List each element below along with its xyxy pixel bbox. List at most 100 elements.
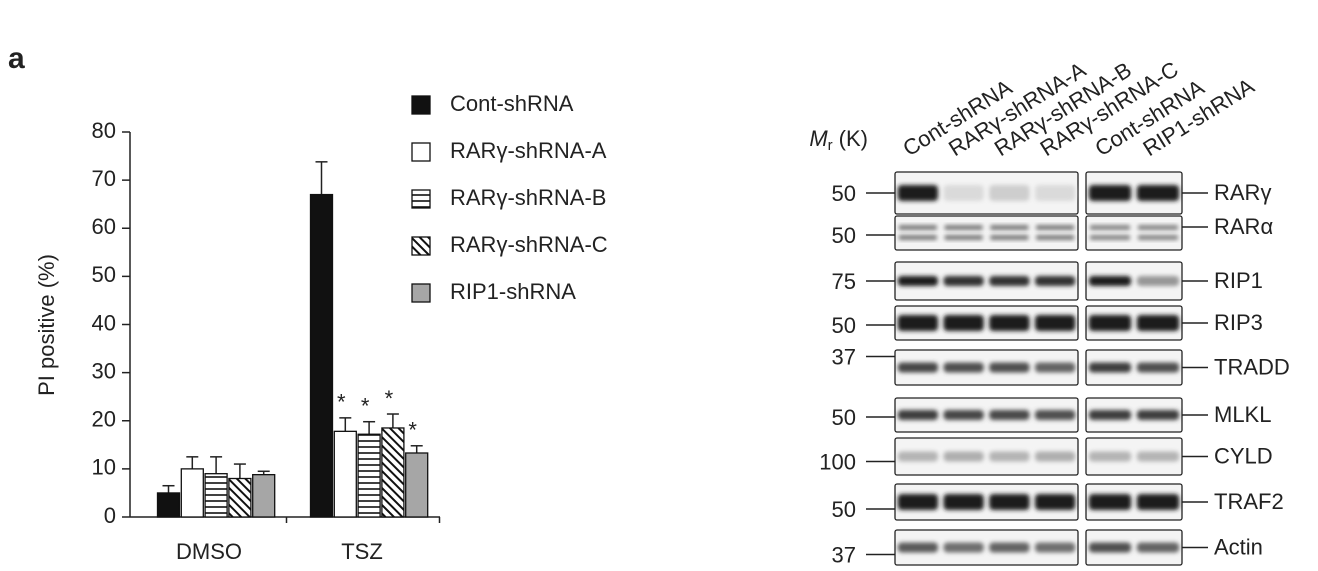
band — [943, 315, 984, 331]
protein-label: RIP1 — [1214, 268, 1263, 293]
band — [989, 451, 1030, 462]
band — [989, 362, 1030, 373]
mr-value: 37 — [832, 542, 856, 567]
band — [943, 410, 984, 420]
band — [897, 542, 939, 553]
band — [1088, 185, 1132, 201]
protein-label: RARα — [1214, 214, 1273, 239]
band — [1089, 235, 1131, 240]
mr-value: 100 — [819, 449, 856, 474]
bar — [333, 430, 357, 518]
band — [1137, 225, 1179, 230]
mr-value: 50 — [832, 181, 856, 206]
blot-box — [894, 529, 1079, 566]
protein-label: RIP3 — [1214, 310, 1263, 335]
blot-box — [894, 349, 1079, 386]
annotation: * — [385, 386, 394, 411]
band — [944, 235, 983, 240]
band — [989, 276, 1030, 286]
band — [943, 494, 984, 510]
y-tick-label: 50 — [92, 262, 116, 287]
y-tick-label: 30 — [92, 358, 116, 383]
band — [989, 315, 1030, 331]
legend-label: RARγ-shRNA-A — [450, 138, 607, 163]
mr-value: 50 — [832, 405, 856, 430]
band — [989, 542, 1030, 553]
legend-swatch — [411, 283, 431, 303]
band — [1136, 185, 1180, 201]
band — [1034, 276, 1076, 286]
annotation: * — [408, 418, 417, 443]
legend-label: RARγ-shRNA-C — [450, 232, 608, 257]
blot-box — [894, 437, 1079, 476]
y-tick-label: 80 — [92, 118, 116, 143]
bar — [309, 193, 334, 518]
band — [1034, 362, 1076, 373]
band — [1088, 276, 1132, 286]
annotation: * — [337, 390, 346, 415]
bar — [357, 433, 381, 518]
band — [1088, 315, 1132, 331]
y-tick-label: 20 — [92, 407, 116, 432]
band — [1034, 185, 1076, 201]
mr-value: 50 — [832, 313, 856, 338]
mr-value: 75 — [832, 269, 856, 294]
protein-label: MLKL — [1214, 402, 1271, 427]
blot-box — [894, 215, 1079, 251]
band — [1088, 451, 1132, 462]
legend-swatch — [411, 142, 431, 162]
band — [1034, 410, 1076, 420]
blot-box — [894, 483, 1079, 521]
mr-unit: (K) — [839, 126, 868, 151]
bar — [156, 492, 181, 518]
band — [989, 185, 1030, 201]
band — [1136, 362, 1180, 373]
annotation: * — [361, 394, 370, 419]
band — [1088, 410, 1132, 420]
y-tick-label: 40 — [92, 310, 116, 335]
band — [898, 235, 938, 240]
band — [1137, 235, 1179, 240]
legend-swatch — [411, 236, 431, 256]
band — [1136, 542, 1180, 553]
band — [943, 451, 984, 462]
band — [1034, 315, 1076, 331]
band — [1089, 225, 1131, 230]
x-tick-label: DMSO — [176, 539, 242, 564]
band — [1136, 451, 1180, 462]
blot-box — [894, 305, 1079, 341]
band — [944, 225, 983, 230]
x-tick-label: TSZ — [341, 539, 383, 564]
protein-label: RARγ — [1214, 180, 1271, 205]
protein-label: TRAF2 — [1214, 489, 1284, 514]
band — [943, 362, 984, 373]
mr-symbol: M — [809, 126, 828, 151]
band — [1088, 494, 1132, 510]
band — [1088, 542, 1132, 553]
legend-swatch — [411, 95, 431, 115]
legend-label: RIP1-shRNA — [450, 279, 576, 304]
y-tick-label: 0 — [104, 503, 116, 528]
bar — [180, 468, 204, 518]
band — [1035, 235, 1075, 240]
band — [1035, 225, 1075, 230]
y-tick-label: 70 — [92, 166, 116, 191]
band — [989, 410, 1030, 420]
band — [897, 362, 939, 373]
band — [1136, 410, 1180, 420]
band — [897, 315, 939, 331]
protein-label: TRADD — [1214, 354, 1290, 379]
legend-label: RARγ-shRNA-B — [450, 185, 606, 210]
band — [989, 494, 1030, 510]
bar — [381, 427, 405, 518]
band — [943, 542, 984, 553]
band — [1136, 276, 1180, 286]
protein-label: CYLD — [1214, 443, 1273, 468]
band — [1136, 315, 1180, 331]
band — [897, 494, 939, 510]
panel-label: a — [8, 42, 25, 75]
mr-value: 50 — [832, 223, 856, 248]
band — [943, 185, 984, 201]
band — [897, 276, 939, 286]
